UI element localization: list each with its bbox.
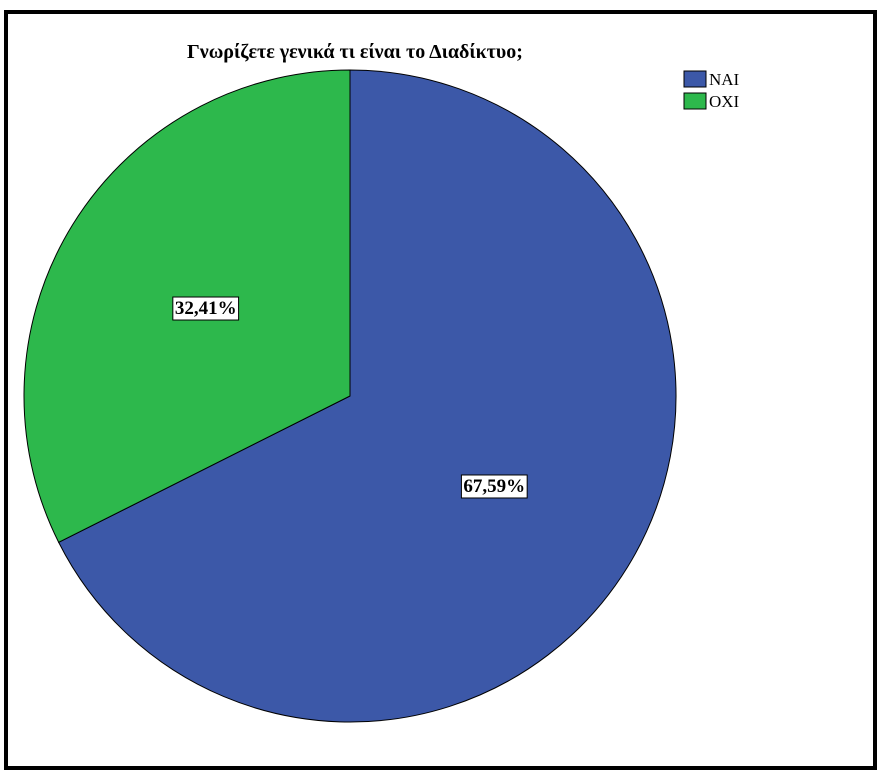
pie-slices bbox=[23, 69, 677, 723]
data-labels: 67,59% 32,41% bbox=[172, 296, 528, 499]
data-label: 32,41% bbox=[172, 296, 240, 321]
pie-slice-ΝΑΙ bbox=[58, 69, 677, 723]
legend-label: ΟΧΙ bbox=[709, 92, 740, 111]
data-label-text: 67,59% bbox=[463, 476, 525, 497]
data-label-text: 32,41% bbox=[175, 298, 237, 319]
legend-item: ΝΑΙ bbox=[683, 70, 740, 89]
legend-swatch bbox=[683, 92, 707, 110]
legend-swatch bbox=[683, 70, 707, 88]
data-label: 67,59% bbox=[460, 474, 528, 499]
legend-label: ΝΑΙ bbox=[709, 70, 740, 89]
legend: ΝΑΙ ΟΧΙ bbox=[683, 70, 740, 111]
data-label-box bbox=[172, 296, 240, 321]
legend-item: ΟΧΙ bbox=[683, 92, 740, 111]
data-label-box bbox=[460, 474, 528, 499]
chart-title: Γνωρίζετε γενικά τι είναι το Διαδίκτυο; bbox=[187, 41, 523, 63]
